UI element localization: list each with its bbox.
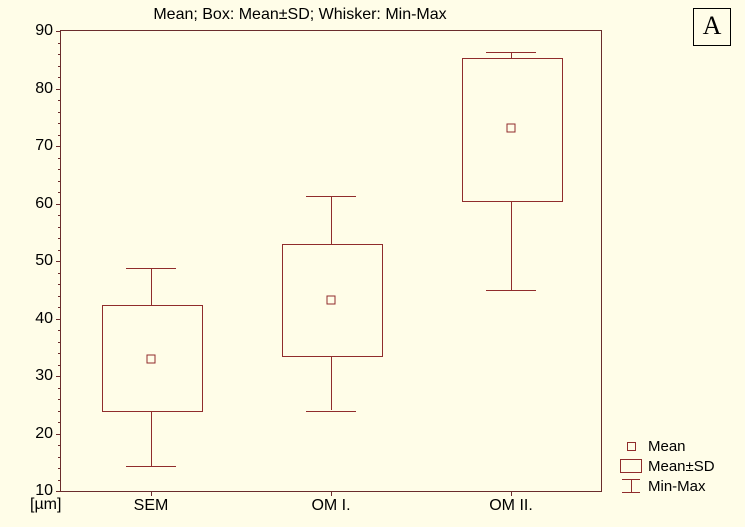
y-minor-tick bbox=[58, 296, 61, 297]
whisker-cap bbox=[306, 411, 356, 412]
legend-item: Mean bbox=[614, 436, 715, 456]
mean-marker bbox=[147, 354, 156, 363]
y-minor-tick bbox=[58, 227, 61, 228]
y-tick-mark bbox=[56, 31, 61, 32]
whisker-cap bbox=[126, 268, 176, 269]
whisker-line bbox=[511, 200, 512, 290]
y-minor-tick bbox=[58, 43, 61, 44]
x-tick-label: SEM bbox=[134, 497, 169, 515]
y-tick-label: 80 bbox=[35, 80, 53, 98]
mean-marker bbox=[507, 123, 516, 132]
y-minor-tick bbox=[58, 388, 61, 389]
y-minor-tick bbox=[58, 273, 61, 274]
y-tick-label: 60 bbox=[35, 195, 53, 213]
whisker-line bbox=[331, 196, 332, 244]
legend-mean-icon bbox=[614, 442, 648, 451]
y-minor-tick bbox=[58, 342, 61, 343]
chart-container: { "panel_letter": "A", "chart": { "type"… bbox=[0, 0, 745, 527]
x-tick-mark bbox=[331, 491, 332, 496]
y-axis-unit-label: [µm] bbox=[30, 496, 61, 514]
x-tick-label: OM II. bbox=[489, 497, 533, 515]
y-tick-label: 40 bbox=[35, 310, 53, 328]
y-minor-tick bbox=[58, 100, 61, 101]
whisker-cap bbox=[486, 290, 536, 291]
legend-box-icon bbox=[614, 459, 648, 473]
x-tick-mark bbox=[151, 491, 152, 496]
y-tick-label: 50 bbox=[35, 252, 53, 270]
y-minor-tick bbox=[58, 250, 61, 251]
y-tick-label: 20 bbox=[35, 425, 53, 443]
y-tick-label: 70 bbox=[35, 137, 53, 155]
whisker-cap bbox=[126, 466, 176, 467]
y-minor-tick bbox=[58, 54, 61, 55]
y-tick-mark bbox=[56, 491, 61, 492]
y-minor-tick bbox=[58, 112, 61, 113]
y-tick-mark bbox=[56, 204, 61, 205]
y-minor-tick bbox=[58, 192, 61, 193]
whisker-cap bbox=[306, 196, 356, 197]
y-minor-tick bbox=[58, 399, 61, 400]
y-minor-tick bbox=[58, 77, 61, 78]
y-tick-mark bbox=[56, 89, 61, 90]
y-minor-tick bbox=[58, 411, 61, 412]
whisker-cap bbox=[486, 52, 536, 53]
y-minor-tick bbox=[58, 66, 61, 67]
plot-area: 102030405060708090SEMOM I.OM II. bbox=[60, 30, 602, 492]
y-minor-tick bbox=[58, 123, 61, 124]
y-minor-tick bbox=[58, 365, 61, 366]
whisker-line bbox=[151, 411, 152, 467]
legend-item: Min-Max bbox=[614, 476, 715, 496]
mean-marker bbox=[327, 296, 336, 305]
y-tick-mark bbox=[56, 261, 61, 262]
x-tick-mark bbox=[511, 491, 512, 496]
panel-letter-badge: A bbox=[693, 8, 731, 46]
y-minor-tick bbox=[58, 330, 61, 331]
y-minor-tick bbox=[58, 169, 61, 170]
y-minor-tick bbox=[58, 135, 61, 136]
y-tick-mark bbox=[56, 146, 61, 147]
y-minor-tick bbox=[58, 284, 61, 285]
legend-item: Mean±SD bbox=[614, 456, 715, 476]
y-minor-tick bbox=[58, 445, 61, 446]
y-minor-tick bbox=[58, 181, 61, 182]
y-minor-tick bbox=[58, 238, 61, 239]
y-minor-tick bbox=[58, 158, 61, 159]
legend: Mean Mean±SD Min-Max bbox=[614, 436, 715, 496]
legend-label: Mean bbox=[648, 438, 686, 455]
y-tick-label: 30 bbox=[35, 367, 53, 385]
whisker-line bbox=[151, 268, 152, 305]
legend-whisker-icon bbox=[614, 479, 648, 493]
chart-title: Mean; Box: Mean±SD; Whisker: Min-Max bbox=[0, 6, 600, 24]
y-tick-mark bbox=[56, 434, 61, 435]
y-minor-tick bbox=[58, 457, 61, 458]
y-minor-tick bbox=[58, 468, 61, 469]
y-minor-tick bbox=[58, 422, 61, 423]
y-minor-tick bbox=[58, 215, 61, 216]
y-tick-mark bbox=[56, 376, 61, 377]
y-tick-mark bbox=[56, 319, 61, 320]
whisker-line bbox=[331, 355, 332, 410]
y-minor-tick bbox=[58, 353, 61, 354]
y-tick-label: 90 bbox=[35, 22, 53, 40]
y-minor-tick bbox=[58, 307, 61, 308]
y-minor-tick bbox=[58, 480, 61, 481]
x-tick-label: OM I. bbox=[311, 497, 350, 515]
legend-label: Min-Max bbox=[648, 478, 706, 495]
legend-label: Mean±SD bbox=[648, 458, 715, 475]
